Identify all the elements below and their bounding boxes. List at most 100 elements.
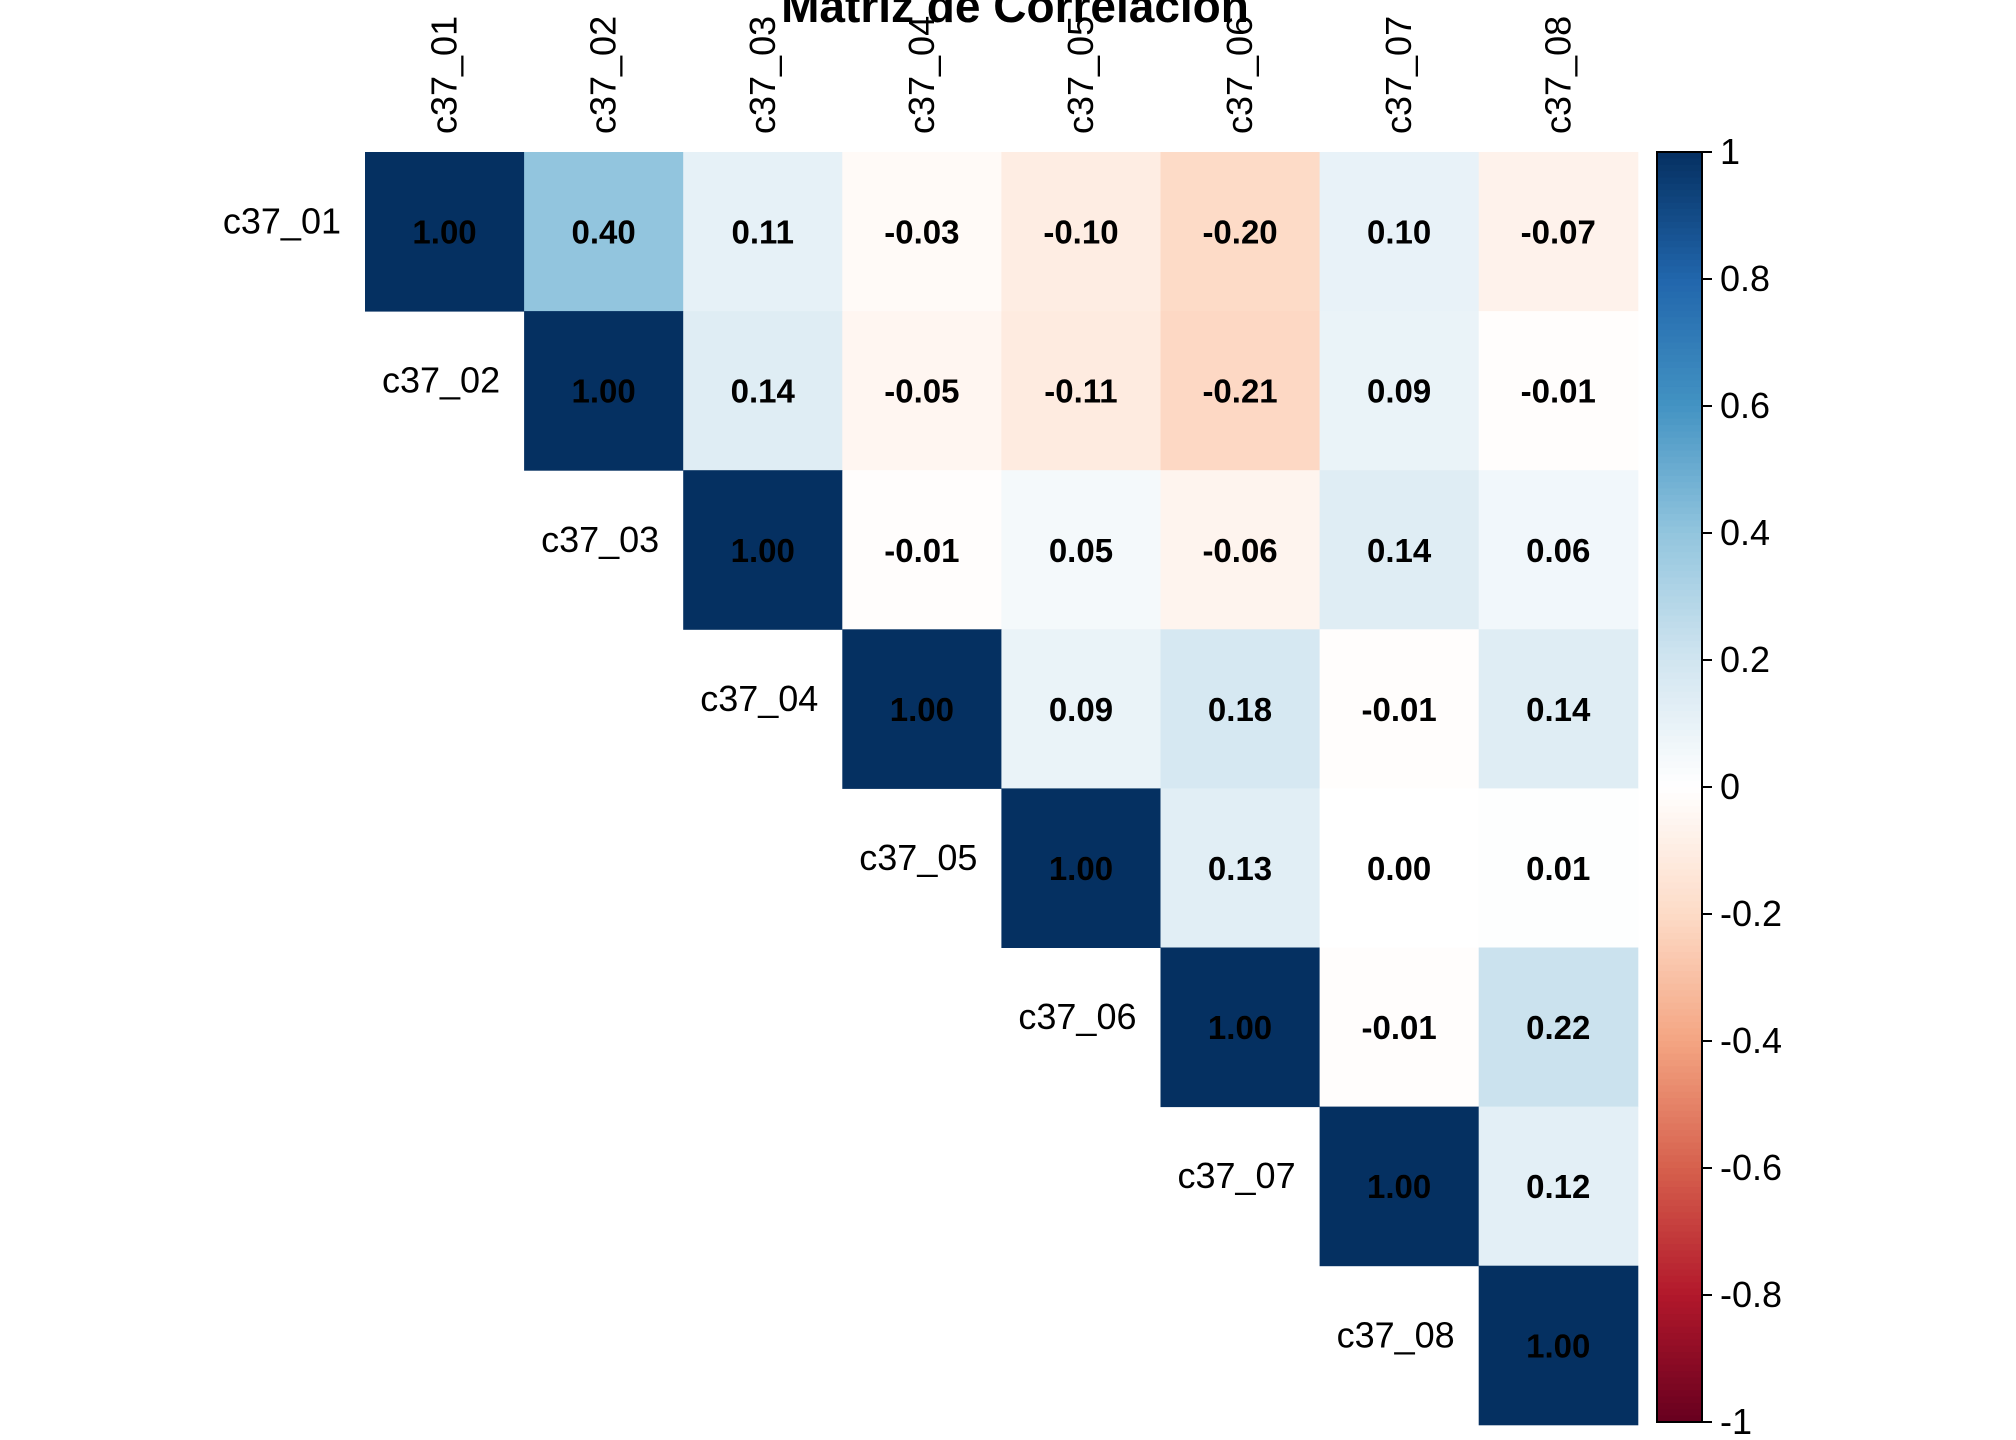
colorbar-segment bbox=[1657, 234, 1702, 242]
colorbar-segment bbox=[1657, 196, 1702, 204]
colorbar-segment bbox=[1657, 1275, 1702, 1283]
colorbar-segment bbox=[1657, 412, 1702, 420]
colorbar-segment bbox=[1657, 1015, 1702, 1023]
colorbar-segment bbox=[1657, 869, 1702, 877]
cell-value-label: 0.22 bbox=[1526, 1009, 1590, 1046]
colorbar-segment bbox=[1657, 558, 1702, 566]
colorbar-segment bbox=[1657, 1199, 1702, 1207]
colorbar-segment bbox=[1657, 1390, 1702, 1398]
colorbar-segment bbox=[1657, 1364, 1702, 1372]
colorbar-segment bbox=[1657, 577, 1702, 585]
colorbar-segment bbox=[1657, 418, 1702, 426]
cell-value-label: 0.11 bbox=[732, 214, 794, 251]
cell-fill bbox=[683, 470, 843, 630]
colorbar-segment bbox=[1657, 914, 1702, 921]
colorbar-segment bbox=[1657, 850, 1702, 858]
cell-fill bbox=[842, 470, 1002, 630]
colorbar-segment bbox=[1657, 1295, 1702, 1302]
colorbar-segment bbox=[1657, 729, 1702, 737]
colorbar-segment bbox=[1657, 399, 1702, 407]
heatmap-cell: 0.13 bbox=[1160, 788, 1321, 948]
colorbar-segment bbox=[1657, 628, 1702, 636]
colorbar-segment bbox=[1657, 837, 1702, 845]
colorbar-segment bbox=[1657, 1345, 1702, 1353]
colorbar-segment bbox=[1657, 1053, 1702, 1061]
chart-title: Matriz de Correlación bbox=[781, 0, 1249, 32]
colorbar-segment bbox=[1657, 1034, 1702, 1042]
row-label: c37_02 bbox=[382, 360, 500, 401]
colorbar-segment bbox=[1657, 1256, 1702, 1264]
colorbar-segment bbox=[1657, 247, 1702, 255]
colorbar-segment bbox=[1657, 1402, 1702, 1410]
cell-value-label: 1.00 bbox=[1208, 1009, 1272, 1046]
colorbar-segment bbox=[1657, 348, 1702, 356]
column-label: c37_03 bbox=[742, 16, 783, 134]
column-label: c37_01 bbox=[424, 16, 465, 134]
colorbar-tick-label: -0.4 bbox=[1720, 1020, 1782, 1061]
cell-value-label: 0.12 bbox=[1526, 1168, 1590, 1205]
colorbar-segment bbox=[1657, 755, 1702, 763]
colorbar-segment bbox=[1657, 1174, 1702, 1182]
heatmap-cell: -0.20 bbox=[1160, 152, 1321, 312]
column-label: c37_06 bbox=[1219, 16, 1260, 134]
colorbar-segment bbox=[1657, 1218, 1702, 1226]
colorbar-tick-label: 0.8 bbox=[1720, 258, 1770, 299]
cell-fill bbox=[1319, 311, 1480, 471]
heatmap-cell: 0.09 bbox=[1001, 629, 1161, 789]
colorbar-segment bbox=[1657, 793, 1702, 801]
heatmap-cell: 1.00 bbox=[842, 629, 1002, 789]
colorbar-segment bbox=[1657, 863, 1702, 871]
colorbar-segment bbox=[1657, 679, 1702, 686]
colorbar-segment bbox=[1657, 520, 1702, 528]
colorbar-segment bbox=[1657, 996, 1702, 1004]
colorbar-segment bbox=[1657, 1117, 1702, 1125]
colorbar-segment bbox=[1657, 1269, 1702, 1277]
colorbar-segment bbox=[1657, 1415, 1702, 1423]
colorbar-segment bbox=[1657, 361, 1702, 369]
cell-fill bbox=[1160, 788, 1321, 948]
heatmap-cell: -0.10 bbox=[1001, 152, 1161, 312]
colorbar-segment bbox=[1657, 1263, 1702, 1271]
colorbar-segment bbox=[1657, 406, 1702, 413]
colorbar-segment bbox=[1657, 806, 1702, 813]
cell-fill bbox=[1001, 629, 1161, 789]
colorbar-segment bbox=[1657, 1098, 1702, 1106]
row-label: c37_03 bbox=[541, 519, 659, 560]
cell-fill bbox=[683, 152, 843, 312]
colorbar-segment bbox=[1657, 393, 1702, 401]
colorbar-segment bbox=[1657, 221, 1702, 229]
colorbar-segment bbox=[1657, 685, 1702, 693]
colorbar-segment bbox=[1657, 1193, 1702, 1201]
heatmap-cell: -0.21 bbox=[1160, 311, 1321, 471]
colorbar-segment bbox=[1657, 1079, 1702, 1087]
colorbar-tick-label: 0.6 bbox=[1720, 385, 1770, 426]
heatmap-cell: 0.22 bbox=[1478, 947, 1639, 1108]
colorbar-segment bbox=[1657, 1339, 1702, 1347]
cell-fill bbox=[1001, 470, 1161, 630]
cell-value-label: 0.40 bbox=[572, 214, 636, 251]
colorbar-segment bbox=[1657, 1066, 1702, 1074]
colorbar-segment bbox=[1657, 488, 1702, 496]
colorbar-segment bbox=[1657, 240, 1702, 248]
colorbar-segment bbox=[1657, 672, 1702, 680]
colorbar-segment bbox=[1657, 825, 1702, 833]
colorbar-segment bbox=[1657, 1314, 1702, 1321]
colorbar-segment bbox=[1657, 907, 1702, 915]
colorbar-segment bbox=[1657, 552, 1702, 559]
colorbar-segment bbox=[1657, 1021, 1702, 1029]
colorbar-segment bbox=[1657, 691, 1702, 699]
heatmap-cell: 1.00 bbox=[1160, 947, 1321, 1108]
colorbar-segment bbox=[1657, 602, 1702, 610]
cell-fill bbox=[1160, 629, 1321, 789]
colorbar-segment bbox=[1657, 939, 1702, 947]
colorbar-segment bbox=[1657, 1091, 1702, 1099]
colorbar-segment bbox=[1657, 1168, 1702, 1175]
colorbar-segment bbox=[1657, 958, 1702, 966]
colorbar-segment bbox=[1657, 717, 1702, 725]
cell-value-label: 1.00 bbox=[1526, 1327, 1590, 1364]
colorbar-segment bbox=[1657, 1250, 1702, 1258]
colorbar-segment bbox=[1657, 1326, 1702, 1334]
cell-fill bbox=[1001, 311, 1161, 471]
heatmap-cell: -0.01 bbox=[1478, 311, 1639, 471]
colorbar-segment bbox=[1657, 1352, 1702, 1360]
